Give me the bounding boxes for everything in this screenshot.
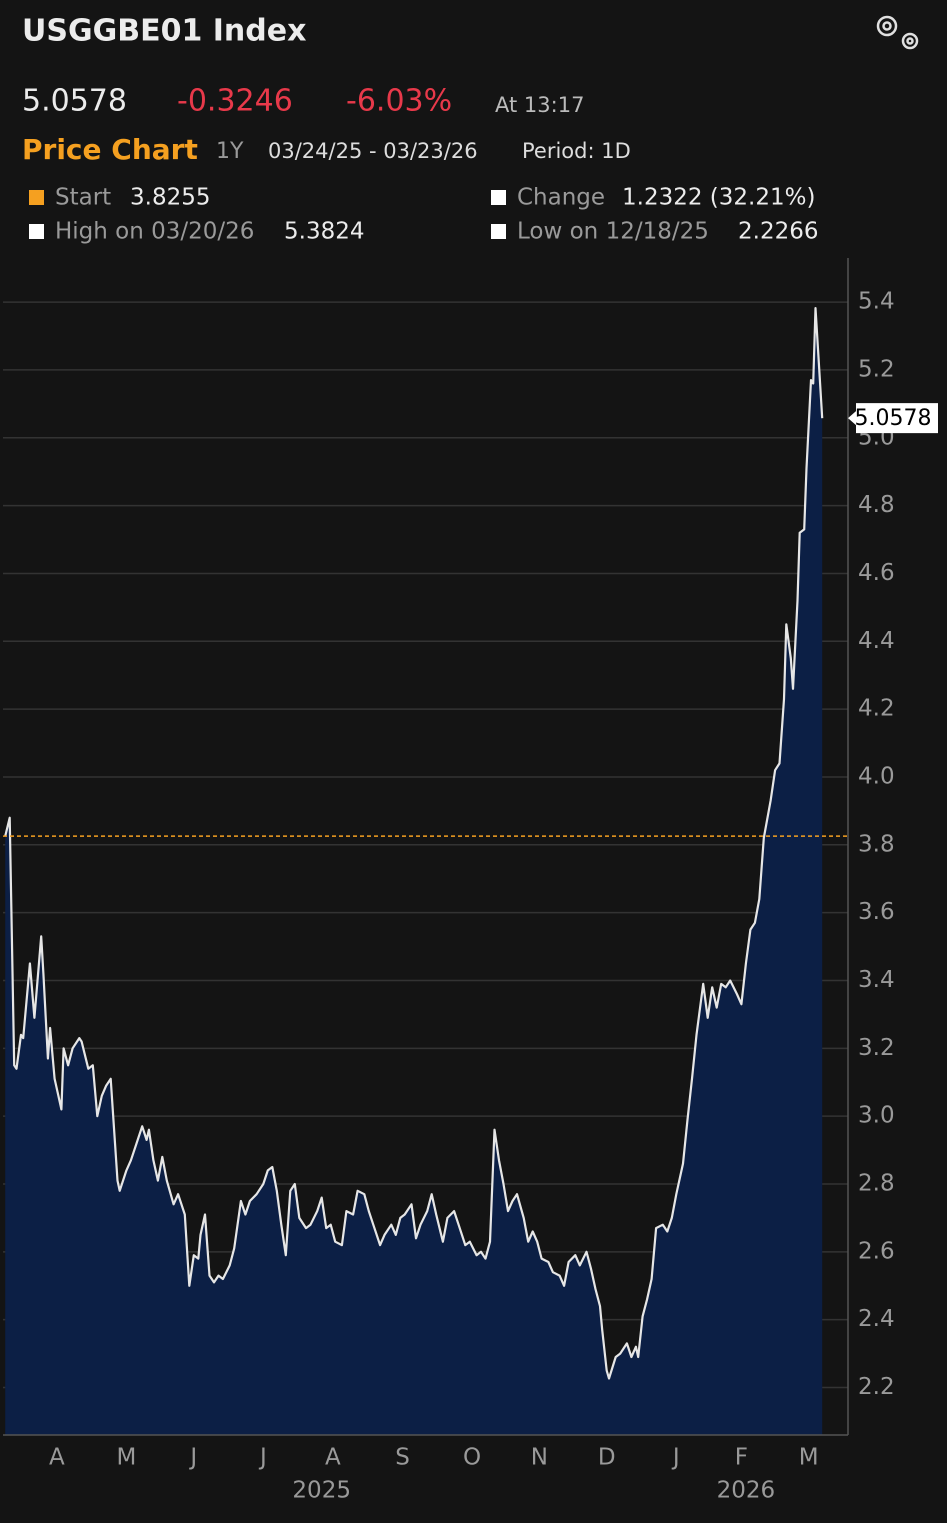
y-tick-label: 3.4 [858,967,895,993]
x-tick-label: M [117,1445,137,1471]
range[interactable]: 1Y [216,139,244,164]
low-label: Low on 12/18/25 [517,219,709,245]
last-value-box [848,403,938,434]
x-tick-label: O [463,1445,481,1471]
x-tick-label: F [735,1445,748,1471]
y-tick-label: 3.0 [858,1103,895,1129]
last-value-label: 5.0578 [855,406,932,431]
y-tick-label: 4.4 [858,628,895,654]
x-tick-label: A [49,1445,65,1471]
start-label: Start [55,185,111,211]
date-range: 03/24/25 - 03/23/26 [268,139,478,163]
high-swatch [29,224,44,239]
price-change: -0.3246 [177,84,293,119]
low-swatch [491,224,506,239]
area-fill [5,308,823,1436]
y-tick-label: 5.4 [858,289,895,315]
y-tick-label: 3.8 [858,831,895,857]
change-swatch [491,190,506,205]
x-tick-label: D [598,1445,616,1471]
y-tick-label: 2.2 [858,1374,895,1400]
y-tick-label: 2.8 [858,1170,895,1196]
change-value: 1.2322 (32.21%) [622,185,815,211]
period: Period: 1D [522,139,631,163]
y-tick-label: 2.4 [858,1306,895,1332]
x-tick-label: J [258,1445,267,1471]
settings-icon[interactable] [876,15,919,50]
start-swatch [29,190,44,205]
change-label: Change [517,185,605,211]
y-tick-label: 4.6 [858,560,895,586]
y-tick-label: 2.6 [858,1238,895,1264]
chart-label: Price Chart [22,133,198,166]
y-tick-label: 3.2 [858,1035,895,1061]
x-tick-label: M [799,1445,819,1471]
x-tick-label: N [531,1445,548,1471]
x-tick-label: A [325,1445,341,1471]
y-tick-label: 3.6 [858,899,895,925]
x-tick-label: J [671,1445,680,1471]
start-value: 3.8255 [130,185,210,211]
y-tick-label: 5.2 [858,356,895,382]
price-change-pct: -6.03% [346,84,452,119]
high-label: High on 03/20/26 [55,219,254,245]
x-tick-label: S [395,1445,410,1471]
y-tick-label: 4.8 [858,492,895,518]
year-label: 2025 [292,1478,351,1504]
price-line [4,307,824,1380]
title: USGGBE01 Index [22,14,306,49]
high-value: 5.3824 [284,219,364,245]
plot: 2.2 2.4 2.6 2.8 3.0 3.2 3.4 3.6 3.8 4.0 4.2 4.4 4.6 4… [3,258,938,1504]
year-label: 2026 [717,1478,776,1504]
time: At 13:17 [495,93,584,117]
x-tick-label: J [188,1445,197,1471]
y-tick-label: 4.0 [858,763,895,789]
last-price: 5.0578 [22,84,127,119]
low-value: 2.2266 [738,219,818,245]
y-tick-label: 4.2 [858,696,895,722]
